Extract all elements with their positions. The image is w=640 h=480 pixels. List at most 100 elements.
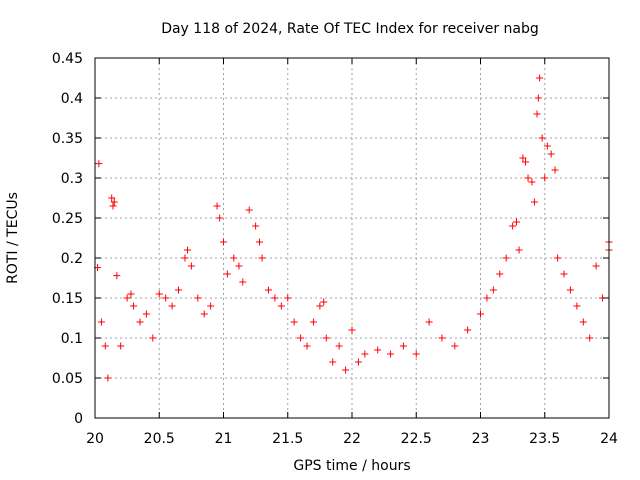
y-tick-label: 0.3 bbox=[61, 171, 83, 187]
scatter-point bbox=[521, 158, 529, 166]
scatter-point bbox=[117, 342, 125, 350]
y-tick-label: 0 bbox=[74, 411, 83, 427]
y-axis-label: ROTI / TECUs bbox=[5, 192, 21, 284]
scatter-point bbox=[97, 318, 105, 326]
scatter-point bbox=[348, 326, 356, 334]
x-tick-label: 22 bbox=[343, 431, 361, 447]
scatter-point bbox=[412, 350, 420, 358]
scatter-point bbox=[108, 194, 116, 202]
scatter-point bbox=[200, 310, 208, 318]
scatter-point bbox=[255, 238, 263, 246]
scatter-point bbox=[258, 254, 266, 262]
scatter-point bbox=[235, 262, 243, 270]
y-tick-label: 0.25 bbox=[52, 211, 83, 227]
scatter-point bbox=[320, 298, 328, 306]
y-tick-labels: 0 0.05 0.1 0.15 0.2 0.25 0.3 0.35 0.4 0.45 bbox=[52, 51, 83, 427]
scatter-point bbox=[512, 218, 520, 226]
plot-frame bbox=[94, 57, 610, 419]
scatter-point bbox=[538, 134, 546, 142]
scatter-point bbox=[207, 302, 215, 310]
scatter-point bbox=[579, 318, 587, 326]
scatter-point bbox=[181, 254, 189, 262]
scatter-point bbox=[309, 318, 317, 326]
scatter-point bbox=[168, 302, 176, 310]
scatter-point bbox=[245, 206, 253, 214]
scatter-point bbox=[387, 350, 395, 358]
scatter-point bbox=[216, 214, 224, 222]
scatter-point bbox=[104, 374, 112, 382]
y-tick-label: 0.4 bbox=[61, 91, 83, 107]
x-tick-label: 23.5 bbox=[529, 431, 560, 447]
scatter-point bbox=[136, 318, 144, 326]
chart-title: Day 118 of 2024, Rate Of TEC Index for r… bbox=[161, 21, 539, 37]
scatter-point bbox=[284, 294, 292, 302]
scatter-point bbox=[554, 254, 562, 262]
x-tick-label: 23 bbox=[472, 431, 490, 447]
scatter-point bbox=[130, 302, 138, 310]
x-tick-label: 24 bbox=[600, 431, 618, 447]
scatter-point bbox=[530, 198, 538, 206]
y-tick-label: 0.45 bbox=[52, 51, 83, 67]
scatter-point bbox=[541, 174, 549, 182]
scatter-point bbox=[509, 222, 517, 230]
scatter-point bbox=[592, 262, 600, 270]
scatter-point bbox=[101, 342, 109, 350]
y-tick-label: 0.1 bbox=[61, 331, 83, 347]
x-tick-label: 21.5 bbox=[272, 431, 303, 447]
scatter-point bbox=[586, 334, 594, 342]
scatter-point bbox=[95, 160, 103, 168]
scatter-point bbox=[230, 254, 238, 262]
scatter-point bbox=[524, 174, 532, 182]
scatter-point bbox=[184, 246, 192, 254]
scatter-point bbox=[502, 254, 510, 262]
scatter-point bbox=[187, 262, 195, 270]
scatter-point bbox=[264, 286, 272, 294]
scatter-point bbox=[194, 294, 202, 302]
scatter-point bbox=[155, 290, 163, 298]
scatter-point bbox=[438, 334, 446, 342]
scatter-point bbox=[223, 270, 231, 278]
scatter-point bbox=[113, 272, 121, 280]
scatter-point bbox=[123, 294, 131, 302]
scatter-point bbox=[566, 286, 574, 294]
scatter-point bbox=[399, 342, 407, 350]
x-tick-label: 20 bbox=[86, 431, 104, 447]
scatter-point bbox=[533, 110, 541, 118]
scatter-point bbox=[149, 334, 157, 342]
scatter-point bbox=[277, 302, 285, 310]
scatter-point bbox=[271, 294, 279, 302]
x-tick-label: 22.5 bbox=[401, 431, 432, 447]
scatter-point bbox=[551, 166, 559, 174]
scatter-point bbox=[547, 150, 555, 158]
scatter-point bbox=[297, 334, 305, 342]
scatter-point bbox=[483, 294, 491, 302]
scatter-point bbox=[239, 278, 247, 286]
scatter-point bbox=[515, 246, 523, 254]
y-tick-label: 0.35 bbox=[52, 131, 83, 147]
scatter-point bbox=[496, 270, 504, 278]
scatter-point bbox=[213, 202, 221, 210]
scatter-point bbox=[329, 358, 337, 366]
grid bbox=[95, 58, 609, 418]
scatter-point bbox=[534, 94, 542, 102]
scatter-point bbox=[127, 290, 135, 298]
scatter-point bbox=[464, 326, 472, 334]
x-tick-label: 21 bbox=[215, 431, 233, 447]
y-tick-label: 0.2 bbox=[61, 251, 83, 267]
scatter-point bbox=[560, 270, 568, 278]
x-axis-label: GPS time / hours bbox=[293, 458, 410, 474]
scatter-point bbox=[451, 342, 459, 350]
scatter-point bbox=[322, 334, 330, 342]
scatter-point bbox=[374, 346, 382, 354]
scatter-point bbox=[162, 294, 170, 302]
scatter-point bbox=[477, 310, 484, 318]
scatter-point bbox=[252, 222, 260, 230]
scatter-point bbox=[354, 358, 362, 366]
scatter-point bbox=[425, 318, 433, 326]
scatter-point bbox=[316, 302, 324, 310]
scatter-point bbox=[303, 342, 311, 350]
x-tick-label: 20.5 bbox=[144, 431, 175, 447]
scatter-point bbox=[528, 178, 536, 186]
